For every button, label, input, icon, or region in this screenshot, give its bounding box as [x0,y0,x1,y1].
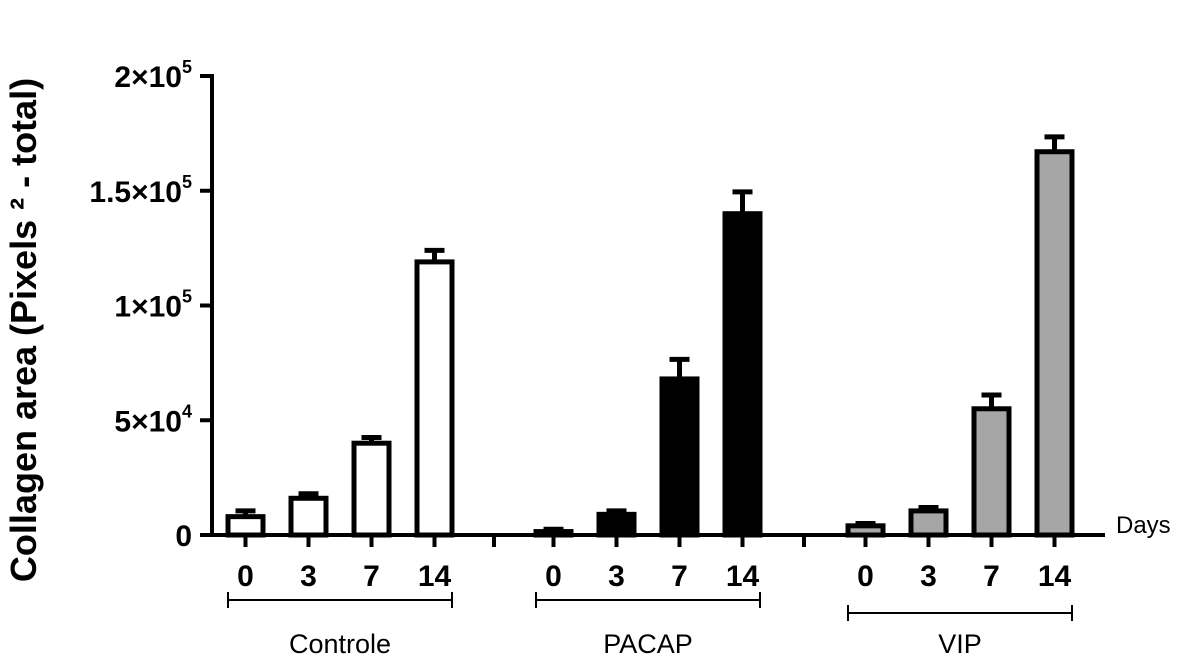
bar-pacap-day-3 [596,511,637,538]
group-label-controle: Controle [289,629,391,656]
x-tick-label: 7 [671,560,688,593]
x-unit-label: Days [1116,512,1171,539]
bar-vip-day-14 [1034,149,1075,538]
x-tick-label: 0 [545,560,562,593]
group-label-pacap: PACAP [603,629,693,656]
x-tick-label: 3 [300,560,317,593]
bar-pacap-day-7 [659,376,700,538]
y-tick-label: 2×105 [114,57,192,94]
bar-controle-day-7 [351,440,392,538]
bar-vip-day-7 [971,406,1012,538]
y-tick-label: 5×104 [114,401,192,438]
bar-pacap-day-14 [722,211,763,538]
x-tick-label: 3 [608,560,625,593]
x-tick-label: 7 [363,560,380,593]
x-tick-label: 7 [983,560,1000,593]
bar-controle-day-14 [414,259,455,538]
y-tick-label: 1×105 [114,287,192,324]
bar-controle-day-0 [225,514,266,538]
bar-vip-day-0 [845,523,886,538]
x-tick-label: 0 [857,560,874,593]
x-tick-label: 0 [237,560,254,593]
y-tick-label: 1.5×105 [89,172,192,209]
plot-area: 0 5×104 1×105 1.5×105 2×105 0 3 7 14 Controle 0 3 7 1… [89,57,1105,656]
x-tick-label: 14 [1038,560,1072,593]
x-tick-label: 3 [920,560,937,593]
x-tick-label: 14 [418,560,452,593]
bar-vip-day-3 [908,508,949,538]
y-axis-label: Collagen area (Pixels ² - total) [3,78,44,582]
group-label-vip: VIP [938,629,982,656]
bar-controle-day-3 [288,495,329,538]
x-tick-label: 14 [726,560,760,593]
y-tick-label: 0 [175,520,192,553]
bar-pacap-day-0 [533,529,574,538]
